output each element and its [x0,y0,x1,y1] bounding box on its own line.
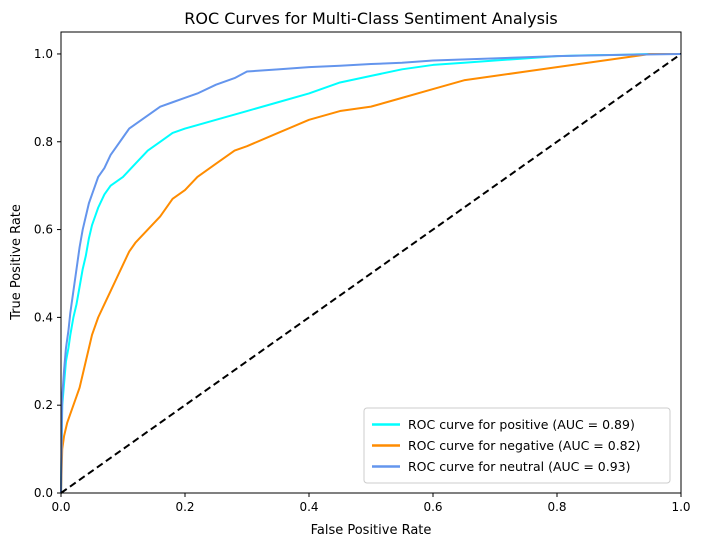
y-tick-label: 0.2 [34,398,53,412]
legend-label: ROC curve for positive (AUC = 0.89) [408,417,635,432]
x-tick-label: 1.0 [671,500,690,514]
diagonal-reference-line [60,53,682,494]
y-tick-label: 1.0 [34,47,53,61]
y-tick-label: 0.8 [34,135,53,149]
plot-frame [60,31,682,494]
y-tick-label: 0.0 [34,486,53,500]
x-tick-label: 0.4 [299,500,318,514]
y-tick-label: 0.6 [34,223,53,237]
plot-area [60,52,682,494]
series-line-0 [60,52,681,494]
x-tick-label: 0.2 [175,500,194,514]
legend-label: ROC curve for negative (AUC = 0.82) [408,438,640,453]
y-axis: 0.0 0.2 0.4 0.6 0.8 1.0 [34,47,61,500]
legend-label: ROC curve for neutral (AUC = 0.93) [408,459,631,474]
series-line-1 [60,52,681,494]
y-tick-label: 0.4 [34,310,53,324]
y-axis-label: True Positive Rate [9,204,24,321]
x-axis: 0.0 0.2 0.4 0.6 0.8 1.0 [51,493,691,514]
series-line-2 [60,52,682,494]
x-axis-label: False Positive Rate [311,523,432,538]
x-tick-label: 0.6 [423,500,442,514]
x-tick-label: 0.0 [51,500,70,514]
chart-title: ROC Curves for Multi-Class Sentiment Ana… [184,9,557,28]
legend-box [363,407,671,484]
x-tick-label: 0.8 [547,500,566,514]
legend: ROC curve for positive (AUC = 0.89) ROC c… [363,407,671,484]
